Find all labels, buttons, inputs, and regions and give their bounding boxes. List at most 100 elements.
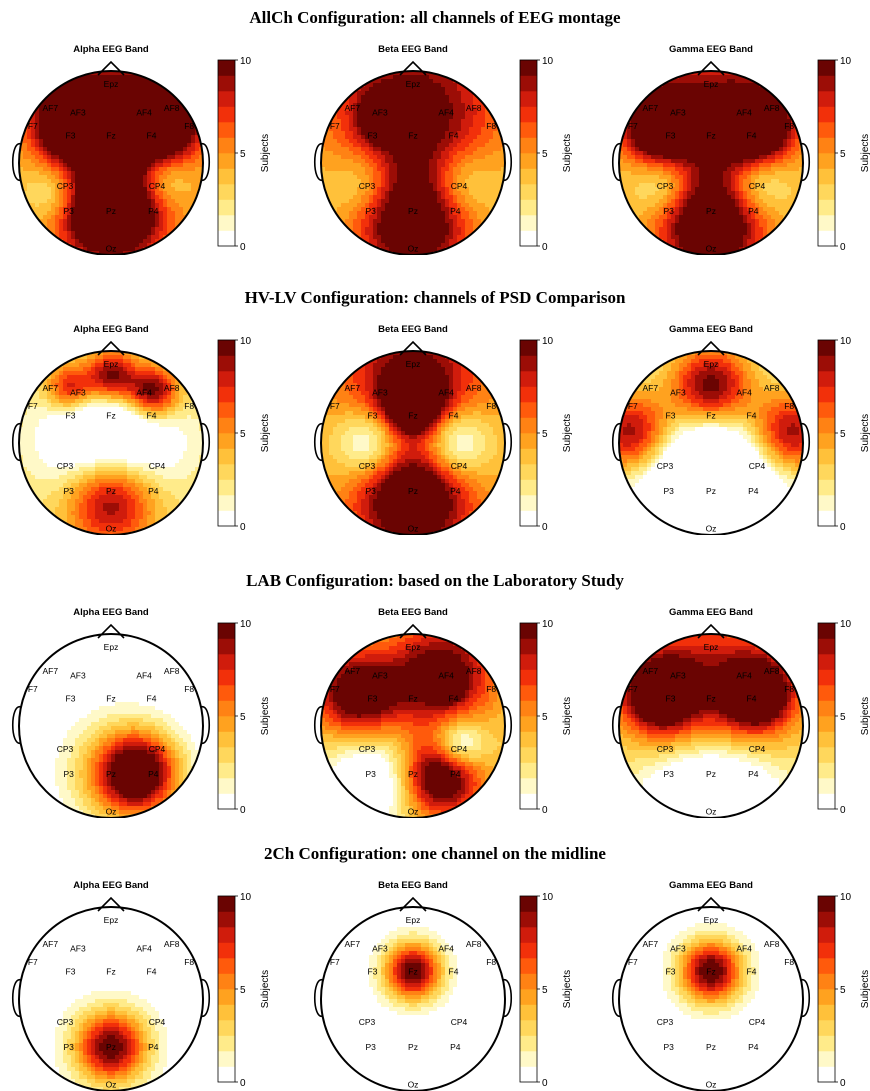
heatmap-cell: [703, 107, 707, 111]
heatmap-cell: [71, 219, 75, 223]
heatmap-cell: [341, 119, 345, 123]
heatmap-cell: [349, 119, 353, 123]
heatmap-cell: [465, 239, 469, 243]
heatmap-cell: [425, 199, 429, 203]
heatmap-cell: [175, 179, 179, 183]
heatmap-cell: [139, 231, 143, 235]
heatmap-cell: [433, 199, 437, 203]
heatmap-cell: [179, 159, 183, 163]
heatmap-cell: [441, 203, 445, 207]
heatmap-cell: [441, 251, 445, 255]
heatmap-cell: [183, 171, 187, 175]
heatmap-cell: [369, 191, 373, 195]
heatmap-cell: [91, 115, 95, 119]
heatmap-cell: [477, 203, 481, 207]
electrode-label: Oz: [106, 244, 117, 254]
heatmap-cell: [159, 231, 163, 235]
heatmap-cell: [679, 147, 683, 151]
heatmap-cell: [95, 147, 99, 151]
heatmap-cell: [115, 231, 119, 235]
heatmap-cell: [179, 139, 183, 143]
heatmap-cell: [115, 143, 119, 147]
heatmap-cell: [425, 171, 429, 175]
heatmap-cell: [179, 211, 183, 215]
heatmap-cell: [671, 191, 675, 195]
heatmap-cell: [27, 167, 31, 171]
heatmap-cell: [43, 183, 47, 187]
heatmap-cell: [91, 91, 95, 95]
heatmap-cell: [397, 227, 401, 231]
heatmap-cell: [683, 87, 687, 91]
heatmap-cell: [457, 155, 461, 159]
heatmap-cell: [477, 155, 481, 159]
heatmap-cell: [87, 171, 91, 175]
heatmap-cell: [413, 91, 417, 95]
heatmap-cell: [711, 103, 715, 107]
heatmap-cell: [671, 155, 675, 159]
heatmap-cell: [167, 175, 171, 179]
heatmap-cell: [715, 119, 719, 123]
heatmap-cell: [51, 179, 55, 183]
heatmap-cell: [791, 179, 795, 183]
heatmap-cell: [739, 79, 743, 83]
heatmap-cell: [401, 235, 405, 239]
heatmap-cell: [755, 155, 759, 159]
heatmap-cell: [497, 183, 501, 187]
heatmap-cell: [397, 87, 401, 91]
heatmap-cell: [345, 211, 349, 215]
heatmap-cell: [441, 191, 445, 195]
heatmap-cell: [83, 171, 87, 175]
row-title-3: LAB Configuration: based on the Laborato…: [0, 571, 870, 591]
heatmap-cell: [763, 147, 767, 151]
heatmap-cell: [449, 91, 453, 95]
heatmap-cell: [715, 91, 719, 95]
heatmap-cell: [477, 191, 481, 195]
heatmap-cell: [353, 223, 357, 227]
heatmap-cell: [333, 135, 337, 139]
heatmap-cell: [429, 215, 433, 219]
heatmap-cell: [373, 227, 377, 231]
heatmap-cell: [95, 163, 99, 167]
heatmap-cell: [127, 107, 131, 111]
heatmap-cell: [59, 199, 63, 203]
heatmap-cell: [107, 111, 111, 115]
heatmap-cell: [429, 143, 433, 147]
heatmap-cell: [127, 211, 131, 215]
heatmap-cell: [43, 139, 47, 143]
heatmap-cell: [365, 87, 369, 91]
heatmap-cell: [71, 151, 75, 155]
heatmap-cell: [47, 199, 51, 203]
heatmap-cell: [795, 167, 799, 171]
heatmap-cell: [425, 99, 429, 103]
heatmap-cell: [429, 187, 433, 191]
heatmap-cell: [667, 87, 671, 91]
colorbar-segment: [218, 138, 235, 154]
heatmap-cell: [731, 111, 735, 115]
heatmap-cell: [723, 103, 727, 107]
heatmap-cell: [687, 103, 691, 107]
heatmap-cell: [675, 187, 679, 191]
heatmap-cell: [469, 147, 473, 151]
heatmap-cell: [63, 99, 67, 103]
heatmap-cell: [63, 195, 67, 199]
heatmap-cell: [703, 175, 707, 179]
heatmap-cell: [743, 195, 747, 199]
heatmap-cell: [75, 143, 79, 147]
heatmap-cell: [131, 123, 135, 127]
heatmap-cell: [421, 183, 425, 187]
heatmap-cell: [627, 131, 631, 135]
heatmap-cell: [131, 111, 135, 115]
heatmap-cell: [397, 175, 401, 179]
heatmap-cell: [55, 167, 59, 171]
heatmap-cell: [739, 147, 743, 151]
heatmap-cell: [91, 207, 95, 211]
heatmap-cell: [357, 171, 361, 175]
heatmap-cell: [791, 151, 795, 155]
heatmap-cell: [429, 99, 433, 103]
heatmap-cell: [727, 191, 731, 195]
heatmap-cell: [687, 183, 691, 187]
heatmap-cell: [23, 155, 27, 159]
heatmap-cell: [385, 191, 389, 195]
heatmap-cell: [361, 91, 365, 95]
heatmap-cell: [421, 127, 425, 131]
